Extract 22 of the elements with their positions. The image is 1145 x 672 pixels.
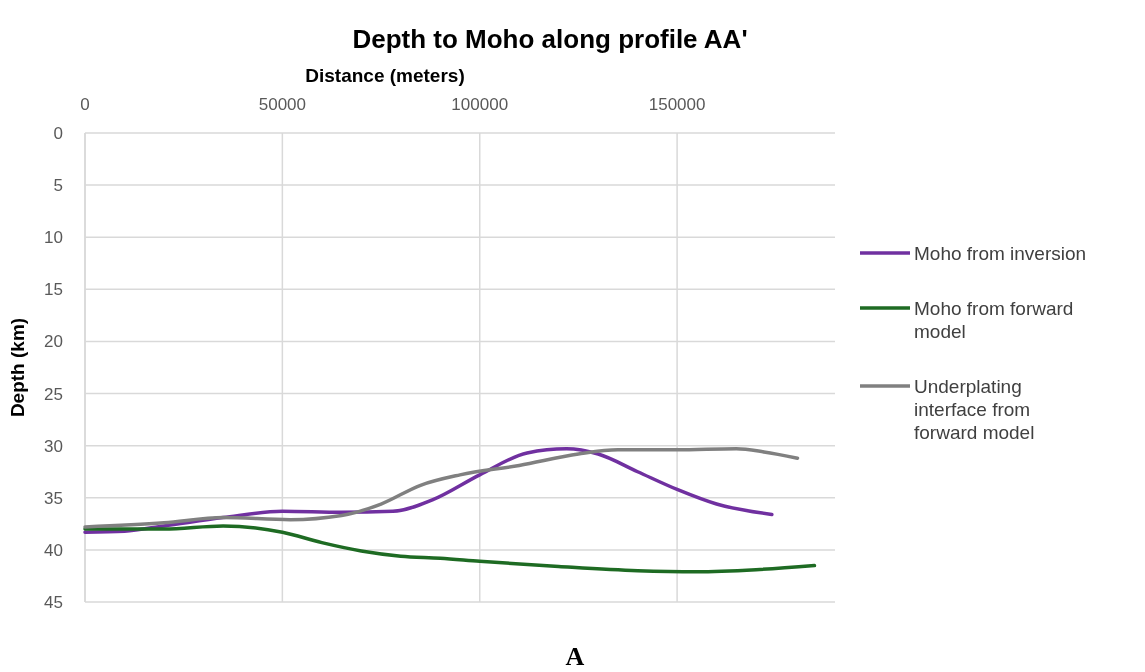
legend-label: Moho from forward model xyxy=(914,298,1074,342)
y-tick-label: 35 xyxy=(44,488,63,508)
x-tick-label: 100000 xyxy=(451,95,509,114)
y-tick-label: 20 xyxy=(44,332,63,352)
y-tick-label: 15 xyxy=(44,280,63,300)
x-axis-title: Distance (meters) xyxy=(305,65,465,86)
y-tick-label: 45 xyxy=(44,593,63,612)
y-tick-label: 5 xyxy=(53,176,63,196)
legend-label: Underplating interface from forward model xyxy=(914,376,1035,443)
legend-label: Moho from inversion xyxy=(914,243,1087,264)
y-tick-label: 10 xyxy=(44,228,63,248)
chart-title: Depth to Moho along profile AA' xyxy=(352,24,748,54)
x-tick-label: 0 xyxy=(80,95,90,114)
line-series xyxy=(83,524,817,574)
x-tick-label: 150000 xyxy=(648,95,706,114)
y-tick-label: 40 xyxy=(44,540,63,560)
x-tick-label: 50000 xyxy=(258,95,307,114)
y-tick-label: 25 xyxy=(44,384,63,404)
y-tick-label: 0 xyxy=(53,124,63,143)
y-axis-title: Depth (km) xyxy=(7,317,28,418)
y-tick-label: 30 xyxy=(44,436,63,456)
text: A xyxy=(565,642,585,671)
